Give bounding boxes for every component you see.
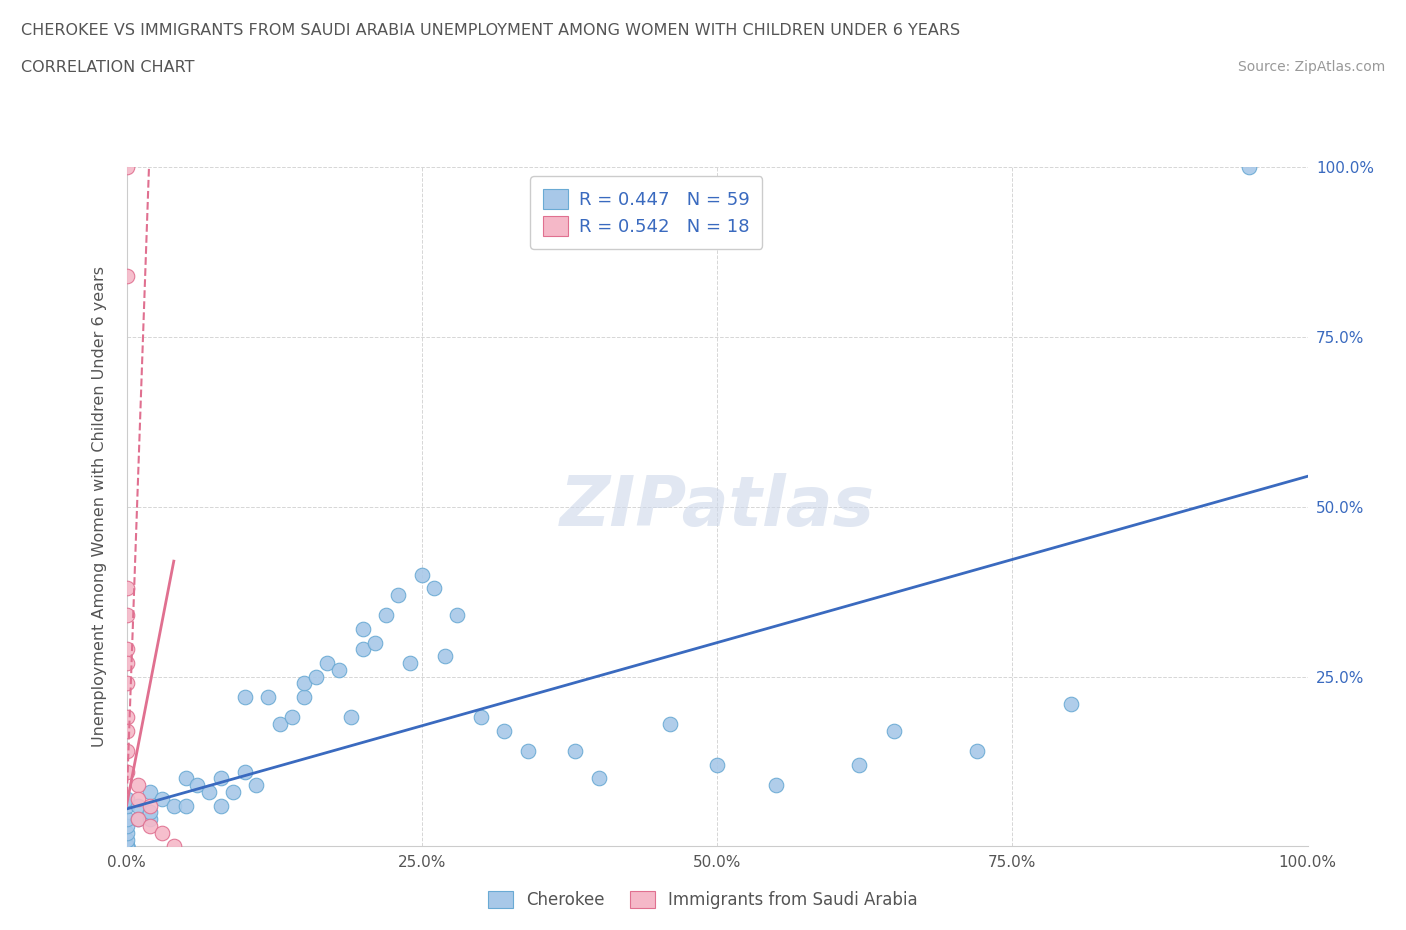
Point xyxy=(316,656,339,671)
Point xyxy=(304,670,326,684)
Point xyxy=(966,744,988,759)
Point xyxy=(883,724,905,738)
Point xyxy=(127,812,149,827)
Point xyxy=(127,798,149,813)
Point xyxy=(1237,160,1260,175)
Point xyxy=(115,160,138,175)
Point xyxy=(163,798,186,813)
Point xyxy=(115,798,138,813)
Point xyxy=(127,812,149,827)
Point xyxy=(115,269,138,284)
Point xyxy=(1060,697,1083,711)
Point xyxy=(115,676,138,691)
Point xyxy=(139,798,162,813)
Point xyxy=(658,717,681,732)
Point xyxy=(139,818,162,833)
Point xyxy=(115,839,138,854)
Point xyxy=(115,812,138,827)
Legend: R = 0.447   N = 59, R = 0.542   N = 18: R = 0.447 N = 59, R = 0.542 N = 18 xyxy=(530,177,762,248)
Point xyxy=(174,771,197,786)
Point xyxy=(848,757,870,772)
Point xyxy=(174,798,197,813)
Point xyxy=(209,798,232,813)
Text: Source: ZipAtlas.com: Source: ZipAtlas.com xyxy=(1237,60,1385,74)
Point xyxy=(434,649,457,664)
Point xyxy=(115,608,138,623)
Point xyxy=(115,839,138,854)
Point xyxy=(150,825,173,840)
Point xyxy=(470,710,492,724)
Point xyxy=(139,785,162,800)
Point xyxy=(411,567,433,582)
Point xyxy=(257,689,280,704)
Text: CORRELATION CHART: CORRELATION CHART xyxy=(21,60,194,75)
Point xyxy=(352,621,374,636)
Point xyxy=(115,832,138,847)
Point xyxy=(292,689,315,704)
Point xyxy=(115,710,138,724)
Point xyxy=(163,839,186,854)
Point xyxy=(281,710,304,724)
Point xyxy=(387,588,409,603)
Point xyxy=(115,656,138,671)
Point xyxy=(292,676,315,691)
Point xyxy=(139,812,162,827)
Point xyxy=(588,771,610,786)
Point xyxy=(115,791,138,806)
Point xyxy=(706,757,728,772)
Point xyxy=(375,608,398,623)
Text: ZIPatlas: ZIPatlas xyxy=(560,473,875,540)
Point xyxy=(245,777,267,792)
Point xyxy=(150,791,173,806)
Point xyxy=(115,764,138,779)
Point xyxy=(446,608,468,623)
Point xyxy=(115,642,138,657)
Point xyxy=(198,785,221,800)
Point xyxy=(422,581,444,596)
Point xyxy=(186,777,208,792)
Point xyxy=(115,818,138,833)
Point xyxy=(352,642,374,657)
Point xyxy=(765,777,787,792)
Point xyxy=(494,724,516,738)
Point xyxy=(517,744,540,759)
Point xyxy=(115,581,138,596)
Y-axis label: Unemployment Among Women with Children Under 6 years: Unemployment Among Women with Children U… xyxy=(93,266,107,748)
Point xyxy=(363,635,385,650)
Point xyxy=(115,724,138,738)
Point xyxy=(115,825,138,840)
Point xyxy=(233,764,256,779)
Point xyxy=(222,785,245,800)
Point xyxy=(328,662,350,677)
Point xyxy=(115,744,138,759)
Legend: Cherokee, Immigrants from Saudi Arabia: Cherokee, Immigrants from Saudi Arabia xyxy=(479,883,927,917)
Point xyxy=(269,717,291,732)
Point xyxy=(127,791,149,806)
Text: CHEROKEE VS IMMIGRANTS FROM SAUDI ARABIA UNEMPLOYMENT AMONG WOMEN WITH CHILDREN : CHEROKEE VS IMMIGRANTS FROM SAUDI ARABIA… xyxy=(21,23,960,38)
Point xyxy=(209,771,232,786)
Point xyxy=(127,777,149,792)
Point xyxy=(399,656,422,671)
Point xyxy=(139,805,162,820)
Point xyxy=(115,839,138,854)
Point xyxy=(564,744,586,759)
Point xyxy=(115,839,138,854)
Point xyxy=(340,710,363,724)
Point xyxy=(233,689,256,704)
